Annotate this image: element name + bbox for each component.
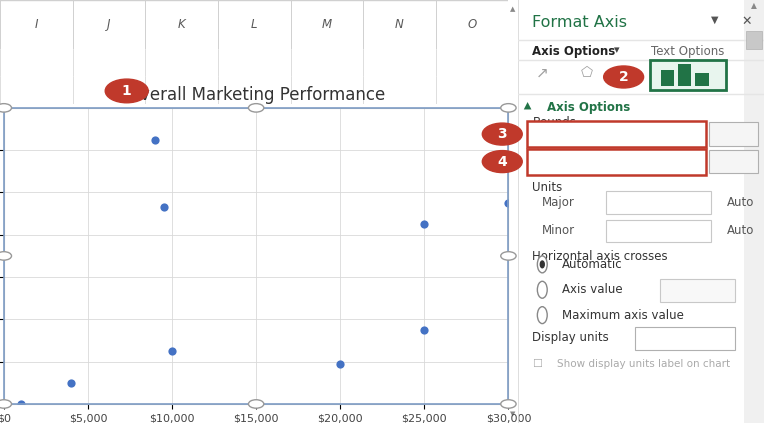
Text: 0.0: 0.0: [678, 283, 697, 296]
Text: Major: Major: [542, 196, 575, 209]
Text: Minor: Minor: [542, 224, 575, 237]
Text: Maximum: Maximum: [542, 156, 601, 168]
Text: O: O: [468, 18, 477, 31]
Text: ▼: ▼: [511, 411, 515, 417]
Text: Display units: Display units: [532, 331, 609, 344]
FancyBboxPatch shape: [660, 279, 735, 302]
Text: 20000.0: 20000.0: [626, 196, 674, 209]
Text: ▾: ▾: [614, 45, 620, 55]
Point: [157, 204, 170, 211]
Text: 1: 1: [122, 84, 131, 98]
Circle shape: [541, 261, 545, 268]
FancyBboxPatch shape: [660, 70, 674, 86]
Bar: [4, 108, 508, 404]
Text: ✕: ✕: [742, 15, 752, 28]
FancyBboxPatch shape: [527, 121, 706, 147]
Circle shape: [538, 307, 548, 324]
FancyBboxPatch shape: [650, 60, 726, 90]
Text: ▼: ▼: [721, 334, 729, 344]
Text: Minimum: Minimum: [542, 128, 598, 141]
FancyBboxPatch shape: [695, 73, 709, 86]
Text: Units: Units: [532, 181, 563, 194]
Point: [334, 360, 346, 367]
Text: J: J: [108, 18, 111, 31]
Text: L: L: [251, 18, 257, 31]
Point: [65, 379, 78, 386]
Text: 2: 2: [619, 70, 628, 84]
Text: 0.0: 0.0: [650, 128, 669, 141]
Text: ⬠: ⬠: [581, 66, 593, 80]
Circle shape: [538, 281, 548, 298]
Text: 4000.0: 4000.0: [626, 225, 667, 237]
FancyBboxPatch shape: [744, 0, 764, 423]
FancyBboxPatch shape: [527, 149, 706, 175]
Text: 3: 3: [498, 127, 507, 141]
Text: Axis Options: Axis Options: [532, 45, 616, 58]
Text: ▼: ▼: [711, 15, 719, 25]
Text: Reset: Reset: [719, 157, 748, 167]
Text: Axis value: Axis value: [562, 283, 623, 296]
Point: [502, 200, 515, 206]
Text: None: None: [656, 332, 687, 345]
Text: M: M: [322, 18, 332, 31]
Point: [15, 401, 27, 407]
Text: Format Axis: Format Axis: [532, 15, 627, 30]
FancyBboxPatch shape: [746, 31, 762, 49]
Text: Bounds: Bounds: [532, 116, 576, 129]
Point: [149, 136, 161, 143]
Text: Axis Options: Axis Options: [548, 101, 631, 114]
Text: K: K: [177, 18, 185, 31]
Text: Auto: Auto: [727, 196, 754, 209]
Point: [166, 348, 178, 354]
FancyBboxPatch shape: [606, 191, 710, 214]
Text: Maximum axis value: Maximum axis value: [562, 309, 684, 321]
Text: I: I: [35, 18, 38, 31]
Text: ↗: ↗: [536, 66, 548, 80]
Text: Reset: Reset: [719, 129, 748, 139]
Text: ▲: ▲: [511, 6, 515, 12]
FancyBboxPatch shape: [635, 327, 735, 350]
Text: Show display units label on chart: Show display units label on chart: [557, 359, 730, 369]
FancyBboxPatch shape: [606, 220, 710, 242]
FancyBboxPatch shape: [709, 122, 757, 146]
FancyBboxPatch shape: [709, 150, 757, 173]
Text: 4: 4: [498, 154, 507, 169]
Text: Auto: Auto: [727, 225, 754, 237]
Text: Horizontal axis crosses: Horizontal axis crosses: [532, 250, 668, 263]
Point: [418, 327, 430, 333]
Text: ☐: ☐: [532, 359, 542, 369]
Point: [418, 221, 430, 228]
FancyBboxPatch shape: [678, 64, 691, 86]
Text: Text Options: Text Options: [650, 45, 724, 58]
Text: ▲: ▲: [751, 1, 757, 10]
Text: N: N: [395, 18, 404, 31]
Circle shape: [538, 256, 548, 273]
Text: 140000.0: 140000.0: [650, 156, 707, 168]
Text: Automatic: Automatic: [562, 258, 623, 271]
Text: ◀: ◀: [522, 101, 532, 108]
Title: Overall Marketing Performance: Overall Marketing Performance: [127, 85, 386, 104]
